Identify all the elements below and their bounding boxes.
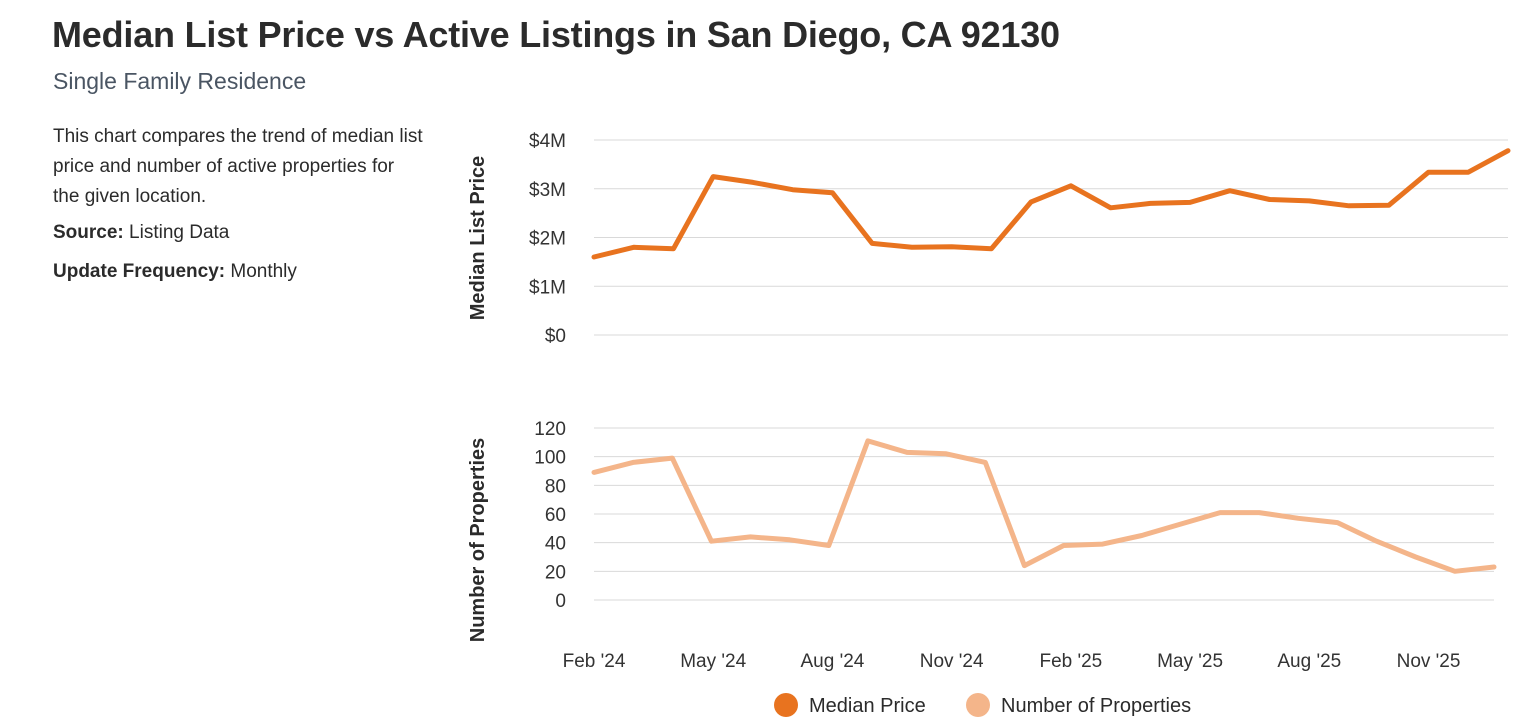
median-price-point <box>631 244 637 250</box>
x-tick-label: Feb '24 <box>563 651 626 672</box>
price-gridlines <box>594 139 1508 336</box>
legend-marker-median-price[interactable] <box>774 693 798 717</box>
y-tick-label: $1M <box>529 277 566 298</box>
median-price-point <box>710 174 716 180</box>
properties-point <box>982 459 988 465</box>
properties-point <box>943 451 949 457</box>
properties-point <box>748 534 754 540</box>
properties-point <box>904 449 910 455</box>
median-price-point <box>1187 199 1193 205</box>
properties-point <box>1374 538 1380 544</box>
y-tick-label: $2M <box>529 229 566 250</box>
properties-gridlines <box>594 427 1494 601</box>
median-price-point <box>1068 183 1074 189</box>
properties-point <box>1061 543 1067 549</box>
properties-point <box>1334 520 1340 526</box>
y-tick-label: 80 <box>545 476 566 497</box>
y-tick-label: 40 <box>545 534 566 555</box>
median-price-point <box>909 244 915 250</box>
properties-point <box>1452 568 1458 574</box>
median-price-point <box>1227 188 1233 194</box>
properties-point <box>1217 510 1223 516</box>
properties-point <box>1021 563 1027 569</box>
median-price-point <box>829 190 835 196</box>
median-price-point <box>750 179 756 185</box>
price-y-axis-title: Median List Price <box>467 156 489 321</box>
properties-point <box>630 459 636 465</box>
properties-point <box>1413 554 1419 560</box>
data-points <box>591 148 1511 575</box>
median-price-point <box>1028 199 1034 205</box>
x-tick-label: Aug '24 <box>801 651 865 672</box>
median-price-point <box>670 246 676 252</box>
chart-subtitle: Single Family Residence <box>53 68 307 94</box>
properties-point <box>591 469 597 475</box>
median-price-point <box>1346 203 1352 209</box>
median-price-point <box>1108 205 1114 211</box>
properties-point <box>1256 510 1262 516</box>
median-price-line <box>591 148 1511 260</box>
source-row: Source: Listing Data <box>53 222 229 244</box>
median-price-point <box>1306 198 1312 204</box>
legend[interactable]: Median Price Number of Properties <box>774 693 1191 717</box>
x-tick-label: May '24 <box>680 651 746 672</box>
median-price-point <box>1505 148 1511 154</box>
price-y-ticks: $0 $1M $2M $3M $4M <box>529 131 566 347</box>
legend-marker-number-of-properties[interactable] <box>966 693 990 717</box>
frequency-label: Update Frequency: <box>53 261 226 282</box>
x-tick-label: Aug '25 <box>1277 651 1341 672</box>
source-value: Listing Data <box>129 222 230 243</box>
x-tick-label: May '25 <box>1157 651 1223 672</box>
properties-y-ticks: 0 20 40 60 80 100 120 <box>534 419 566 612</box>
properties-point <box>787 537 793 543</box>
y-tick-label: 120 <box>534 419 566 440</box>
x-axis-ticks: Feb '24 May '24 Aug '24 Nov '24 Feb '25 May '… <box>563 651 1461 672</box>
y-tick-label: 0 <box>555 591 566 612</box>
median-price-point <box>1147 200 1153 206</box>
median-price-point <box>988 246 994 252</box>
y-tick-label: 100 <box>534 448 566 469</box>
properties-y-axis-title: Number of Properties <box>467 438 489 642</box>
x-tick-label: Feb '25 <box>1039 651 1102 672</box>
properties-point <box>708 538 714 544</box>
chart-title: Median List Price vs Active Listings in … <box>52 14 1060 55</box>
median-price-point <box>591 254 597 260</box>
properties-point <box>1178 521 1184 527</box>
median-price-point <box>1267 196 1273 202</box>
median-price-point <box>790 187 796 193</box>
chart-description: This chart compares the trend of median … <box>53 126 423 207</box>
number-of-properties-line <box>591 438 1497 574</box>
frequency-value: Monthly <box>230 261 297 282</box>
median-price-point <box>1465 169 1471 175</box>
y-tick-label: 20 <box>545 562 566 583</box>
properties-point <box>1295 515 1301 521</box>
median-price-point <box>949 244 955 250</box>
y-tick-label: $3M <box>529 180 566 201</box>
properties-point <box>826 543 832 549</box>
median-price-point <box>1426 169 1432 175</box>
properties-point <box>1139 533 1145 539</box>
source-label: Source: <box>53 222 124 243</box>
y-tick-label: $4M <box>529 131 566 152</box>
properties-point <box>1100 541 1106 547</box>
frequency-row: Update Frequency: Monthly <box>53 261 297 283</box>
y-tick-label: $0 <box>545 326 566 347</box>
properties-point <box>1491 564 1497 570</box>
properties-point <box>669 455 675 461</box>
median-price-point <box>869 240 875 246</box>
y-tick-label: 60 <box>545 505 566 526</box>
x-tick-label: Nov '25 <box>1397 651 1461 672</box>
legend-label-number-of-properties[interactable]: Number of Properties <box>1001 695 1191 717</box>
median-price-point <box>1386 202 1392 208</box>
legend-label-median-price[interactable]: Median Price <box>809 695 926 717</box>
x-tick-label: Nov '24 <box>920 651 984 672</box>
properties-point <box>865 438 871 444</box>
